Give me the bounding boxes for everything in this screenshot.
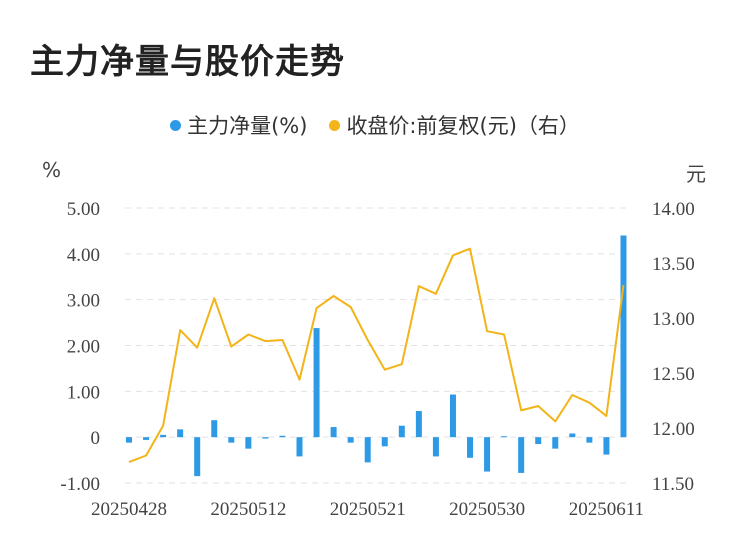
- bar-main-net: [501, 436, 508, 438]
- bar-main-net: [432, 437, 439, 457]
- bar-main-net: [211, 420, 218, 438]
- right-axis-tick-label: 12.00: [652, 419, 695, 440]
- bar-main-net: [603, 437, 610, 455]
- bar-main-net: [484, 437, 491, 472]
- bar-main-net: [518, 437, 525, 473]
- legend-label-close-price: 收盘价:前复权(元)（右）: [346, 114, 580, 138]
- legend-label-main-net: 主力净量(%): [187, 114, 308, 138]
- bar-main-net: [415, 411, 422, 438]
- right-axis-tick-label: 11.50: [652, 474, 694, 495]
- legend-item-close-price[interactable]: 收盘价:前复权(元)（右）: [329, 110, 580, 140]
- bar-main-net: [313, 328, 320, 438]
- bar-main-net: [143, 437, 150, 440]
- line-close-price: [128, 247, 625, 464]
- x-axis-tick-label: 20250530: [449, 499, 525, 520]
- bar-main-net: [586, 437, 593, 443]
- bar-main-net: [279, 435, 286, 438]
- bar-main-net: [347, 437, 354, 443]
- right-axis-tick-label: 13.00: [652, 309, 695, 330]
- bar-main-net: [177, 429, 184, 438]
- x-axis-tick-label: 20250512: [210, 499, 286, 520]
- legend-dot-main-net: [170, 119, 182, 131]
- chart-title: 主力净量与股价走势: [30, 42, 345, 82]
- legend: 主力净量(%) 收盘价:前复权(元)（右）: [0, 110, 750, 140]
- x-axis-tick-label: 20250428: [91, 499, 167, 520]
- right-axis-unit: 元: [686, 162, 706, 186]
- x-axis-tick-label: 20250611: [569, 499, 644, 520]
- left-axis-tick-label: 4.00: [67, 245, 100, 266]
- x-axis-tick-label: 20250521: [330, 499, 406, 520]
- left-axis-tick-label: 0: [91, 428, 101, 449]
- bar-main-net: [330, 427, 337, 438]
- legend-item-main-net[interactable]: 主力净量(%): [170, 110, 307, 140]
- bar-main-net: [364, 437, 371, 463]
- left-axis-tick-label: -1.00: [60, 474, 100, 495]
- bar-main-net: [228, 437, 235, 443]
- right-axis-tick-label: 14.00: [652, 199, 695, 220]
- bar-main-net: [126, 437, 132, 443]
- bar-main-net: [245, 437, 252, 449]
- bar-main-net: [381, 437, 388, 447]
- bar-main-net: [552, 437, 559, 449]
- left-axis-tick-label: 3.00: [67, 291, 100, 312]
- bar-main-net: [569, 433, 576, 438]
- bar-main-net: [160, 434, 167, 438]
- right-axis-tick-label: 13.50: [652, 254, 695, 275]
- left-axis-tick-label: 2.00: [67, 337, 100, 358]
- left-axis-unit: %: [42, 158, 62, 182]
- left-axis-tick-label: 1.00: [67, 382, 100, 403]
- legend-dot-close-price: [329, 119, 341, 131]
- bar-main-net: [535, 437, 542, 445]
- left-axis-tick-label: 5.00: [67, 199, 100, 220]
- bar-main-net: [296, 437, 303, 457]
- bar-main-net: [467, 437, 474, 458]
- bar-main-net: [194, 437, 201, 477]
- right-axis-tick-label: 12.50: [652, 364, 695, 385]
- bar-main-net: [398, 425, 405, 438]
- bar-main-net: [449, 394, 456, 438]
- bar-main-net: [262, 437, 269, 439]
- bar-main-net: [620, 235, 627, 438]
